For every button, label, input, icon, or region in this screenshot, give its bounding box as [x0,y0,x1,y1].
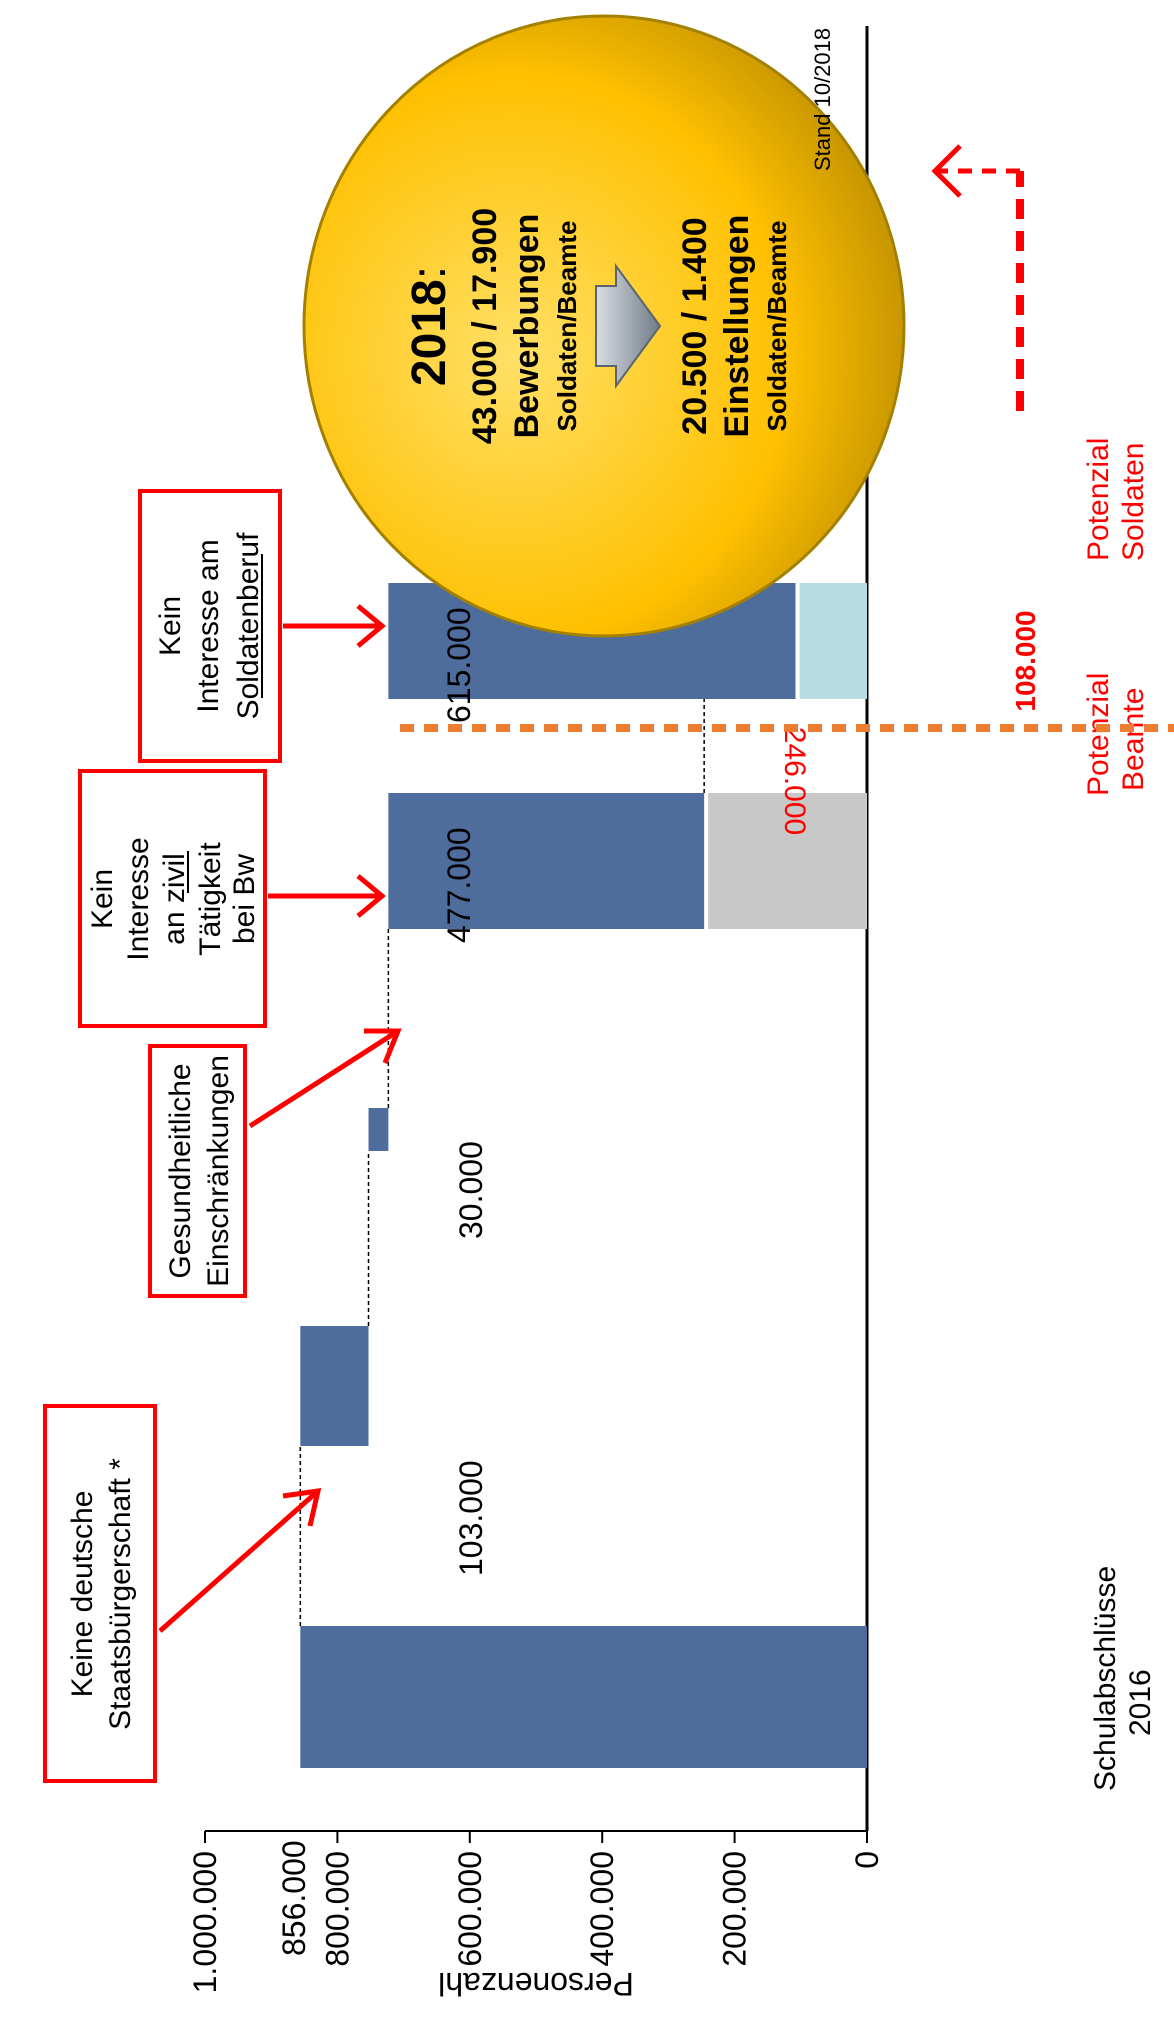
annotation-box [43,1404,157,1783]
y-tick-label: 600.000 [452,1851,488,1967]
axis-group: 0 200.000 400.000 600.000 800.000 1.000.000 P… [187,26,885,2002]
y-tick-label: 0 [849,1851,885,1869]
bar-label-30000: 30.000 [453,1141,489,1239]
down-arrow-icon [595,262,662,390]
potential-segment-0 [708,793,868,929]
bubble-line6: Soldaten/Beamte [762,221,792,432]
annotation-line-2: Interesse am [192,539,225,712]
x-category-label-line1: Schulabschlüsse [1089,1566,1122,1791]
footnote: Stand 10/2018 [810,28,835,171]
bubble-line1: 43.000 / 17.900 [466,208,504,444]
potential-label-beamte: 246.000 [778,727,811,835]
right-arrow-icon [268,874,386,918]
bubble-line3: Soldaten/Beamte [552,221,582,432]
annotation-line-1: Gesundheitliche [164,1063,197,1278]
bubble-line4: 20.500 / 1.400 [676,217,714,434]
annotation-line-2: Interesse [122,837,155,960]
annotation-zivil: Kein Interesse an zivil Tätigkeit bei Bw [78,769,267,1028]
annotation-line-1: Kein [154,596,187,656]
potential-label-soldaten: 108.000 [1010,610,1041,711]
annotation-gesundheit: Gesundheitliche Einschränkungen [148,1044,247,1298]
annotation-staatsbuergerschaft: Keine deutsche Staatsbürgerschaft * [43,1404,157,1783]
connectors [299,699,705,1626]
annotation-line-3: Soldatenberuf [232,532,265,719]
potential-caption-beamte-2: Beamte [1117,688,1150,791]
bar-3 [388,793,705,929]
right-arrow-icon [158,1488,322,1633]
bar-0 [300,1626,867,1768]
potential-caption-soldaten-2: Soldaten [1117,443,1150,561]
annotation-line-4: Tätigkeit [194,842,227,956]
annotation-line-1: Kein [86,869,119,929]
bar-label-856000: 856.000 [276,1840,312,1956]
annotation-line-3: an zivil [158,853,191,945]
y-axis-label: Personenzahl [438,1966,634,2002]
bar-1 [300,1326,369,1446]
y-tick-label: 800.000 [319,1851,355,1967]
bubble-line5: Einstellungen [718,215,756,438]
y-tick-label: 1.000.000 [187,1851,223,1993]
potential-caption-soldaten-1: Potenzial [1082,438,1115,561]
annotation-line-2: Staatsbürgerschaft * [104,1458,137,1730]
y-tick-label: 400.000 [584,1851,620,1967]
annotation-line-2: Einschränkungen [202,1055,235,1287]
y-tick-label: 200.000 [717,1851,753,1967]
bubble-line2: Bewerbungen [508,214,546,439]
right-arrow-icon [248,1028,402,1129]
bar-2 [368,1108,389,1151]
annotation-line-5: bei Bw [228,854,261,944]
annotation-soldatenberuf: Kein Interesse am Soldatenberuf [138,489,282,763]
bar-label-103000: 103.000 [453,1460,489,1576]
x-category-label-line2: 2016 [1124,1669,1157,1736]
annotation-box [78,769,267,1028]
bar-label-615000: 615.000 [441,607,477,723]
annotation-line-1: Keine deutsche [66,1491,99,1698]
y-ticks: 0 200.000 400.000 600.000 800.000 1.000.000 [187,1831,885,1993]
dashed-return-arrow-icon [931,144,1024,411]
potential-caption-beamte-1: Potenzial [1082,673,1115,796]
bubble-year: 2018: [403,266,456,386]
annotation-box [148,1044,247,1298]
annotation-box [138,489,282,763]
potential-segment-1 [799,583,868,699]
right-arrow-icon [283,604,386,648]
bar-label-477000: 477.000 [441,827,477,943]
result-bubble: 2018: 43.000 / 17.900 Bewerbungen Soldat… [302,14,906,638]
